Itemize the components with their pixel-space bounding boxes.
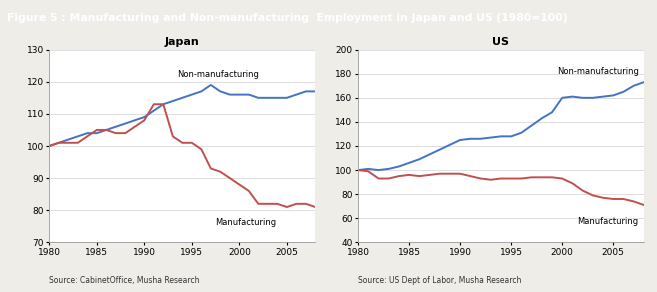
- Title: US: US: [493, 37, 509, 48]
- Title: Japan: Japan: [165, 37, 200, 48]
- Text: Manufacturing: Manufacturing: [578, 217, 639, 226]
- Text: Figure 5 : Manufacturing and Non-manufacturing  Employment in Japan and US (1980: Figure 5 : Manufacturing and Non-manufac…: [7, 13, 567, 23]
- Text: Non-manufacturing: Non-manufacturing: [557, 67, 639, 76]
- Text: Non-manufacturing: Non-manufacturing: [177, 70, 260, 79]
- Text: Source: US Dept of Labor, Musha Research: Source: US Dept of Labor, Musha Research: [358, 276, 522, 285]
- Text: Source: CabinetOffice, Musha Research: Source: CabinetOffice, Musha Research: [49, 276, 200, 285]
- Text: Manufacturing: Manufacturing: [215, 218, 277, 227]
